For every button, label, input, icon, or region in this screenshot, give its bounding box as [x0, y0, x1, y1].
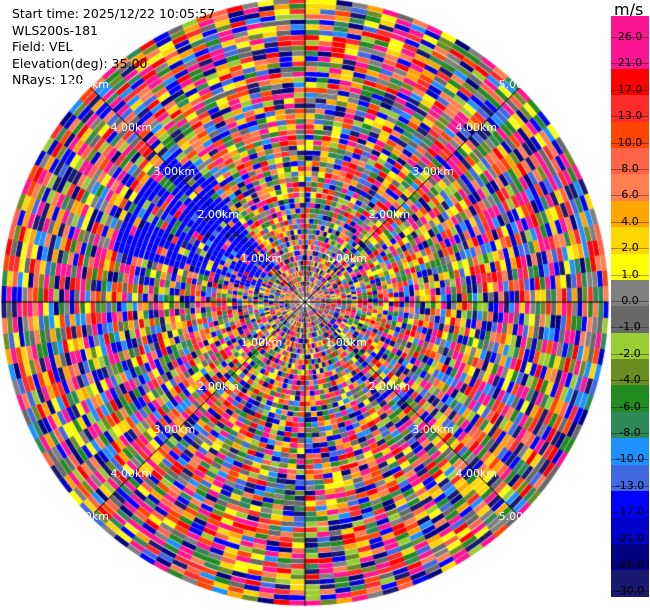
colorbar-swatch [611, 385, 649, 412]
colorbar-tick-line [611, 459, 649, 461]
colorbar-unit: m/s [614, 0, 644, 19]
colorbar-tick-line [611, 63, 649, 65]
colorbar-tick-label: 4.0 [621, 214, 639, 228]
colorbar-tick-line [611, 142, 649, 144]
colorbar-tick-label: 8.0 [621, 162, 639, 175]
colorbar-tick-line [611, 406, 649, 408]
colorbar-tick-label: -6.0 [619, 399, 641, 413]
colorbar-swatch [611, 16, 649, 43]
colorbar-tick-line [611, 89, 649, 91]
colorbar-tick-line [611, 565, 649, 566]
site-name-text: WLS200s-181 [12, 22, 98, 38]
range-ring-label: 3.00km [412, 423, 454, 437]
colorbar-swatch [611, 42, 649, 69]
range-ring-label: 4.00km [455, 466, 498, 480]
scan-info: Start time: 2025/12/22 10:05:57 WLS200s-… [12, 6, 215, 89]
colorbar-swatch [611, 543, 649, 571]
colorbar-tick-line [611, 116, 649, 118]
colorbar-tick-label: 1.0 [621, 267, 639, 281]
colorbar-tick-label: -10.0 [615, 452, 645, 466]
colorbar-tick-label: 21.0 [617, 56, 643, 70]
colorbar-tick-label: -4.0 [619, 373, 641, 387]
range-ring-label: 4.00km [110, 466, 153, 480]
colorbar-swatch [611, 68, 649, 96]
range-ring-label: 4.00km [455, 121, 498, 135]
nrays-text: NRays: 120 [12, 72, 84, 87]
range-ring-label: 4.00km [110, 121, 153, 135]
colorbar-tick-label: -26.0 [615, 558, 645, 571]
colorbar-swatch [611, 464, 649, 492]
colorbar-tick-label: -17.0 [615, 505, 645, 519]
colorbar-tick-line [611, 301, 649, 302]
range-ring-label: 1.00km [325, 251, 367, 265]
range-ring-label: 3.00km [153, 423, 196, 437]
colorbar-tick-label: -21.0 [615, 531, 645, 545]
colorbar-swatch [611, 121, 649, 148]
range-ring-label: 1.00km [240, 251, 283, 265]
start-time-text: Start time: 2025/12/22 10:05:57 [12, 6, 216, 21]
colorbar-tick-line [611, 221, 649, 223]
colorbar-tick-line [611, 37, 649, 38]
colorbar-tick-line [611, 380, 649, 382]
colorbar-tick-label: 2.0 [621, 241, 639, 255]
range-ring-label: 5.00km [498, 78, 541, 92]
colorbar-tick-line [611, 353, 649, 355]
colorbar-swatch [611, 147, 649, 175]
range-ring-label: 2.00km [197, 379, 240, 393]
colorbar-tick-line [611, 169, 649, 170]
colorbar-swatch [611, 517, 649, 544]
colorbar-swatch [611, 491, 649, 518]
colorbar-swatch [611, 174, 649, 201]
colorbar-tick-line [611, 274, 649, 276]
range-ring-label: 5.00km [67, 509, 109, 523]
velocity-colorbar: 26.0 21.0 17.0 13.0 10.0 8.0 6.0 4.0 2.0 1.0 0.0 -1… [611, 16, 649, 597]
colorbar-tick-line [611, 591, 649, 593]
colorbar-tick-label: 26.0 [617, 30, 643, 43]
colorbar-swatch [611, 332, 649, 360]
range-ring-label: 2.00km [368, 208, 411, 222]
colorbar-tick-label: 6.0 [621, 188, 639, 202]
elevation-text: Elevation(deg): 35.00 [12, 55, 148, 71]
range-ring-label: 5.00km [498, 509, 541, 523]
colorbar-tick-line [611, 538, 649, 540]
colorbar-tick-line [611, 512, 649, 514]
colorbar-tick-label: 0.0 [621, 294, 639, 307]
colorbar-tick-label: -13.0 [615, 478, 645, 492]
colorbar-swatch [611, 411, 649, 439]
field-text: Field: VEL [12, 39, 73, 54]
colorbar-swatch [611, 438, 649, 465]
colorbar-tick-label: 10.0 [617, 135, 643, 149]
colorbar-tick-label: -30.0 [615, 584, 645, 598]
range-ring-label: 3.00km [153, 164, 196, 178]
range-ring-label: 1.00km [325, 336, 367, 350]
range-ring-label: 2.00km [368, 379, 411, 393]
colorbar-swatch [611, 95, 649, 122]
colorbar-swatch [611, 227, 649, 254]
range-ring-label: 1.00km [240, 336, 283, 350]
colorbar-tick-line [611, 485, 649, 487]
colorbar-swatch [611, 570, 649, 597]
colorbar-tick-line [611, 433, 649, 434]
range-ring-label: 3.00km [412, 164, 454, 178]
colorbar-swatch [611, 359, 649, 386]
colorbar-tick-label: 17.0 [617, 82, 643, 96]
colorbar-tick-label: 13.0 [617, 109, 643, 123]
colorbar-swatch [611, 279, 649, 307]
colorbar-swatch [611, 306, 649, 333]
colorbar-swatch [611, 200, 649, 228]
colorbar-tick-label: -2.0 [619, 346, 641, 360]
colorbar-tick-label: -1.0 [619, 320, 641, 334]
colorbar-tick-line [611, 248, 649, 250]
colorbar-tick-label: -8.0 [619, 426, 641, 439]
colorbar-swatch [611, 253, 649, 280]
range-ring-label: 2.00km [197, 208, 240, 222]
range-ring-label: 5.00km [67, 78, 109, 92]
colorbar-tick-line [611, 327, 649, 329]
colorbar-tick-line [611, 195, 649, 197]
